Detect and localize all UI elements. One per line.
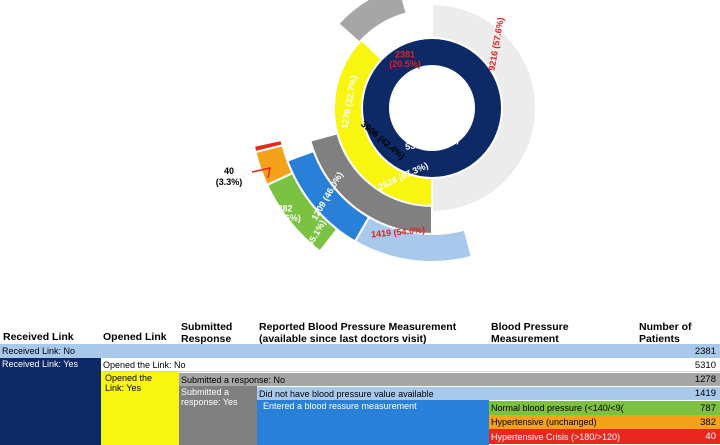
label-hypertensive-unchanged-: 382 (31.6%) (269, 203, 301, 223)
segment-submitted-a-response-no (336, 0, 408, 44)
header-submitted-response: Submitted Response (181, 321, 233, 345)
label-hypertensive: Hypertensive (unchanged) (491, 417, 597, 427)
header-received-link: Received Link (3, 331, 74, 343)
count-submitted-no: 1278 (694, 374, 716, 385)
segment-opened-the-link-no (361, 36, 503, 180)
cell-hypertensive: Hypertensive (unchanged) 382 (489, 415, 720, 429)
label-opened-yes: Opened the Link: Yes (105, 373, 153, 393)
cell-received-no: Received Link: No 2381 (0, 344, 720, 358)
count-normal: 787 (700, 402, 716, 414)
label-opened-no: Opened the Link: No (103, 360, 186, 370)
data-table: Received Link Opened Link Submitted Resp… (0, 313, 720, 445)
cell-opened-no: Opened the Link: No 5310 (101, 359, 720, 372)
label-submitted-no: Submitted a response: No (181, 374, 286, 385)
label-received-yes: Received Link: Yes (2, 359, 79, 369)
cell-submitted-yes: Submitted a response: Yes (179, 386, 257, 445)
header-reported-bp: Reported Blood Pressure Measurement (ava… (259, 321, 457, 345)
label-submitted-yes: Submitted a response: Yes (181, 387, 238, 407)
cell-crisis: Hypertensive Crisis (>180/>120) 40 (489, 429, 720, 444)
header-number-of-patients: Number of Patients (639, 321, 692, 345)
count-hypertensive: 382 (700, 416, 716, 428)
cell-submitted-no: Submitted a response: No 1278 (179, 373, 720, 386)
cell-received-yes: Received Link: Yes (0, 358, 101, 445)
count-bp-unavailable: 1419 (694, 388, 716, 399)
label-bp-entered: Entered a blood ressure measurement (263, 401, 417, 411)
label-normal: Normal blood pressure (<140/<9( (491, 403, 624, 413)
count-received-no: 2381 (694, 345, 716, 357)
label-hypertensive-crisis-outside: 40 (3.3%) (215, 166, 243, 187)
segment-hypertensive-crisis (252, 138, 284, 154)
count-opened-no: 5310 (694, 359, 716, 371)
sunburst-chart: 2381 (20.5%) 9216 (57.6%) 5310 (79.5%) 3906 … (215, 0, 536, 263)
cell-normal: Normal blood pressure (<140/<9( 787 (489, 401, 720, 415)
cell-bp-entered: Entered a blood ressure measurement (257, 400, 489, 445)
label-crisis: Hypertensive Crisis (>180/>120) (491, 431, 621, 442)
count-crisis: 40 (705, 431, 716, 442)
sunburst-svg: 2381 (20.5%) 9216 (57.6%)5310 (79.5%)3906 … (251, 0, 536, 263)
cell-opened-yes: Opened the Link: Yes (101, 372, 179, 445)
label-received-link-no: 2381 (20.5%) (389, 49, 421, 69)
header-opened-link: Opened Link (103, 331, 167, 343)
label-bp-unavailable: Did not have blood pressure value availa… (259, 388, 434, 399)
header-bp-measurement: Blood Pressure Measurement (491, 321, 569, 345)
leader-line-crisis (251, 167, 271, 179)
cell-bp-unavailable: Did not have blood pressure value availa… (257, 387, 720, 400)
label-received-no: Received Link: No (2, 346, 76, 356)
label-did-not-have-blood-pressure-value-available: 1419 (54.0%) (371, 225, 426, 240)
